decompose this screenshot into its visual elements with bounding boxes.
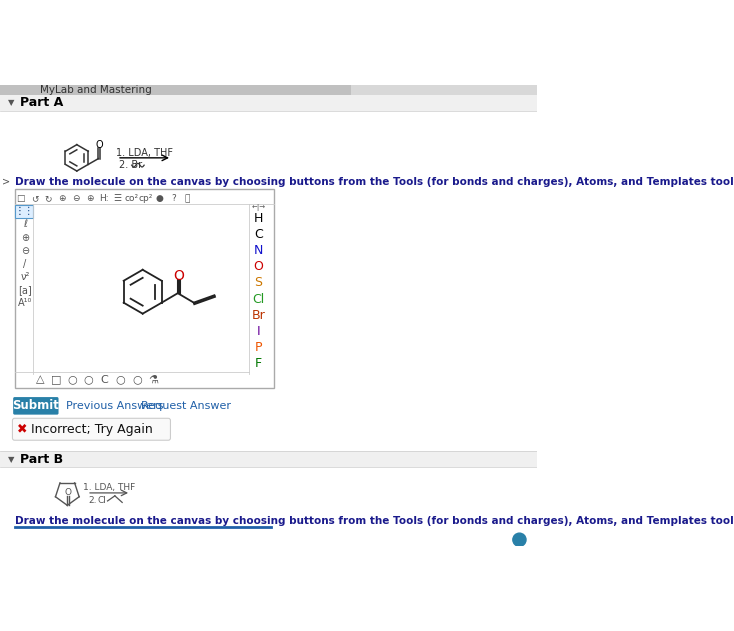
Text: ↺: ↺	[31, 194, 38, 203]
Text: ν²: ν²	[21, 272, 29, 282]
Text: co²: co²	[125, 194, 139, 203]
Text: F: F	[255, 357, 262, 370]
Text: Part B: Part B	[21, 453, 64, 466]
Text: ℓ: ℓ	[23, 220, 27, 230]
Text: Cl: Cl	[252, 293, 264, 305]
FancyBboxPatch shape	[13, 397, 59, 415]
Text: Draw the molecule on the canvas by choosing buttons from the Tools (for bonds an: Draw the molecule on the canvas by choos…	[15, 516, 734, 526]
Bar	[0, 451, 537, 468]
Bar	[351, 85, 537, 95]
Text: ⊖: ⊖	[73, 194, 80, 203]
Text: H:: H:	[99, 194, 109, 203]
Bar	[0, 95, 537, 111]
Text: /: /	[23, 259, 26, 269]
Text: ←|→: ←|→	[251, 204, 265, 211]
Text: A¹⁰: A¹⁰	[18, 298, 32, 309]
Text: I: I	[256, 325, 260, 338]
Text: [a]: [a]	[18, 285, 32, 295]
Text: ⊕: ⊕	[86, 194, 94, 203]
Text: MyLab and Mastering: MyLab and Mastering	[40, 85, 152, 95]
Text: 2.: 2.	[89, 497, 97, 505]
Text: O: O	[65, 488, 71, 497]
Text: ✖: ✖	[17, 423, 27, 436]
Text: ⊕: ⊕	[21, 233, 29, 242]
Text: Draw the molecule on the canvas by choosing buttons from the Tools (for bonds an: Draw the molecule on the canvas by choos…	[15, 177, 734, 187]
Text: ☰: ☰	[114, 194, 122, 203]
Text: ⚗: ⚗	[148, 375, 158, 384]
Text: N: N	[253, 244, 263, 257]
Text: Cl: Cl	[98, 497, 106, 505]
Text: ▼: ▼	[8, 98, 14, 107]
Text: 1. LDA, THF: 1. LDA, THF	[83, 483, 135, 492]
Text: ○: ○	[116, 375, 126, 384]
Text: ↻: ↻	[45, 194, 52, 203]
Text: 2. Br: 2. Br	[118, 160, 142, 170]
Text: ○: ○	[84, 375, 93, 384]
Text: O: O	[253, 261, 264, 273]
Text: ?: ?	[171, 194, 175, 203]
Bar	[15, 189, 275, 388]
Text: ⋮⋮: ⋮⋮	[15, 206, 34, 216]
Text: Br: Br	[251, 309, 265, 322]
Text: Incorrect; Try Again: Incorrect; Try Again	[31, 423, 153, 436]
Text: O: O	[95, 139, 103, 150]
Text: Submit: Submit	[12, 399, 59, 412]
Text: Request Answer: Request Answer	[141, 401, 231, 411]
Text: ○: ○	[132, 375, 142, 384]
Bar	[15, 204, 33, 218]
Text: ⋮⋮: ⋮⋮	[15, 206, 34, 216]
Text: □: □	[16, 194, 25, 203]
Text: ▼: ▼	[8, 455, 14, 464]
FancyBboxPatch shape	[12, 418, 170, 440]
Text: ⤢: ⤢	[184, 194, 190, 203]
Text: Previous Answers: Previous Answers	[66, 401, 164, 411]
Text: C: C	[101, 375, 109, 384]
Text: C: C	[254, 228, 263, 241]
Text: △: △	[36, 375, 45, 384]
Text: Part A: Part A	[21, 97, 64, 109]
Text: >: >	[1, 177, 10, 187]
Text: S: S	[254, 276, 262, 290]
Text: O: O	[173, 269, 184, 283]
Text: P: P	[255, 341, 262, 354]
Text: cp²: cp²	[139, 194, 153, 203]
Text: H: H	[253, 212, 263, 225]
Text: ○: ○	[68, 375, 77, 384]
Text: ⊖: ⊖	[21, 245, 29, 256]
Bar	[0, 111, 11, 573]
Circle shape	[513, 533, 526, 546]
Text: 1. LDA, THF: 1. LDA, THF	[116, 148, 173, 158]
Text: ⊕: ⊕	[59, 194, 66, 203]
Bar	[0, 85, 351, 95]
Text: ●: ●	[156, 194, 164, 203]
Text: □: □	[51, 375, 62, 384]
